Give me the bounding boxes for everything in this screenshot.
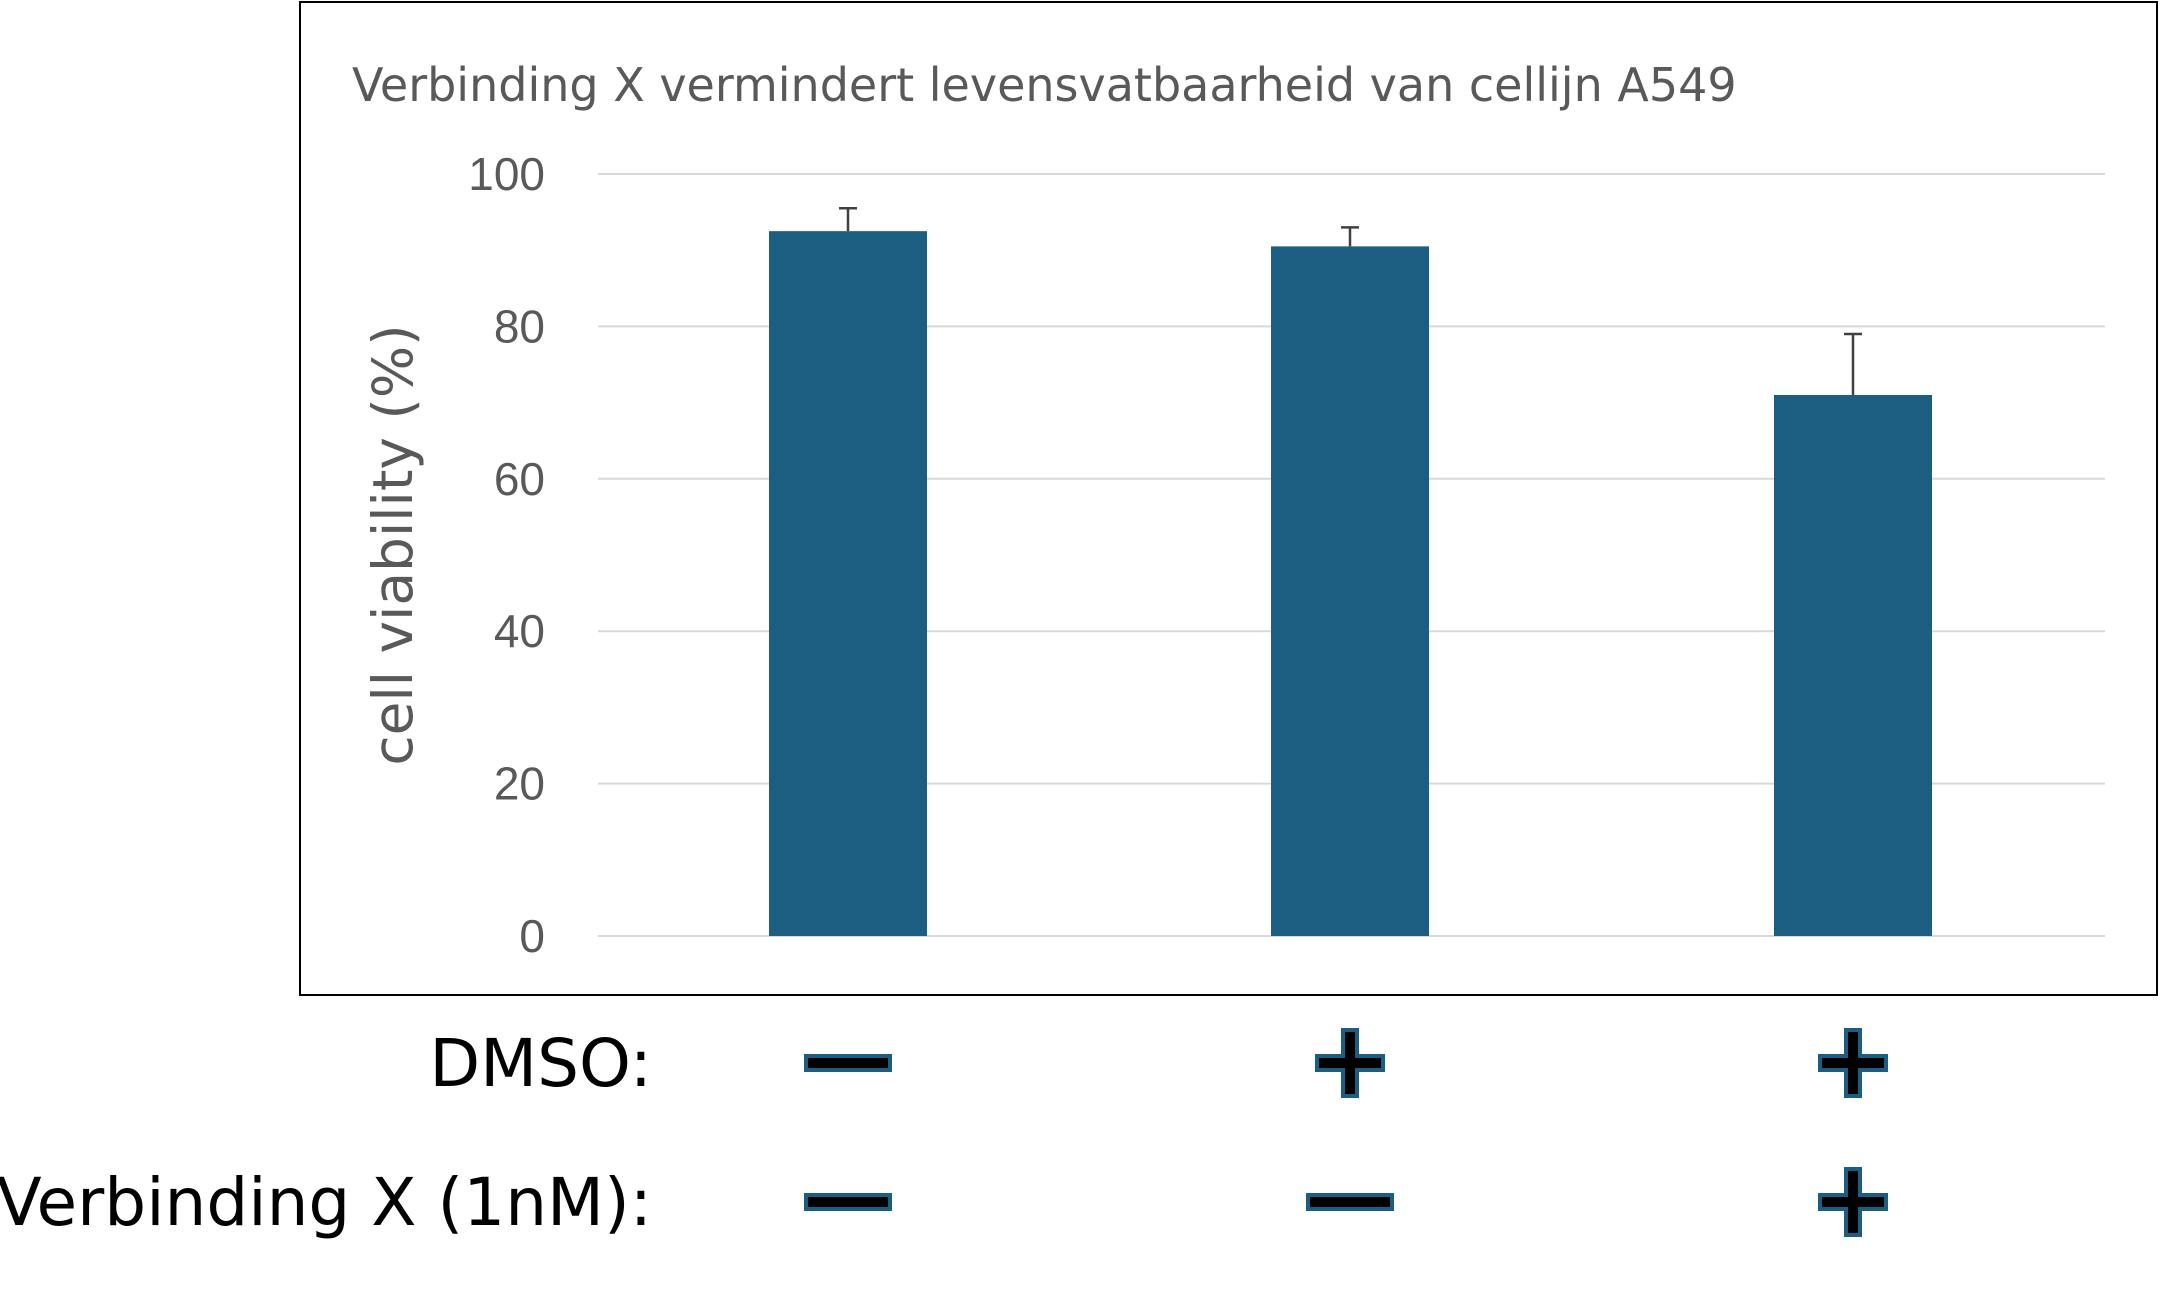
y-axis-label: cell viability (%): [361, 324, 425, 765]
treatment-table: DMSO: Verbinding X (1nM):: [0, 1025, 1888, 1241]
error-bars: [839, 207, 1862, 395]
y-tick-label: 0: [519, 910, 545, 962]
y-tick-label: 100: [468, 148, 545, 200]
y-tick-label: 40: [494, 605, 545, 657]
y-tick-label: 60: [494, 453, 545, 505]
minus-icon: [1306, 1193, 1394, 1211]
bar: [769, 231, 927, 936]
plus-icon: [1818, 1167, 1888, 1237]
y-tick-label: 20: [494, 758, 545, 810]
y-axis-tick-labels: 0 20 40 60 80 100: [468, 148, 545, 962]
treatment-row-label: DMSO:: [429, 1025, 652, 1102]
bar: [1271, 246, 1429, 936]
treatment-row-label: Verbinding X (1nM):: [0, 1164, 652, 1241]
y-tick-label: 80: [494, 300, 545, 352]
bar: [1774, 394, 1932, 937]
minus-icon: [804, 1054, 892, 1072]
plus-icon: [1315, 1028, 1385, 1098]
bars: [769, 231, 1932, 937]
minus-icon: [804, 1193, 892, 1211]
chart-title: Verbinding X vermindert levensvatbaarhei…: [352, 58, 1737, 112]
plus-icon: [1818, 1028, 1888, 1098]
